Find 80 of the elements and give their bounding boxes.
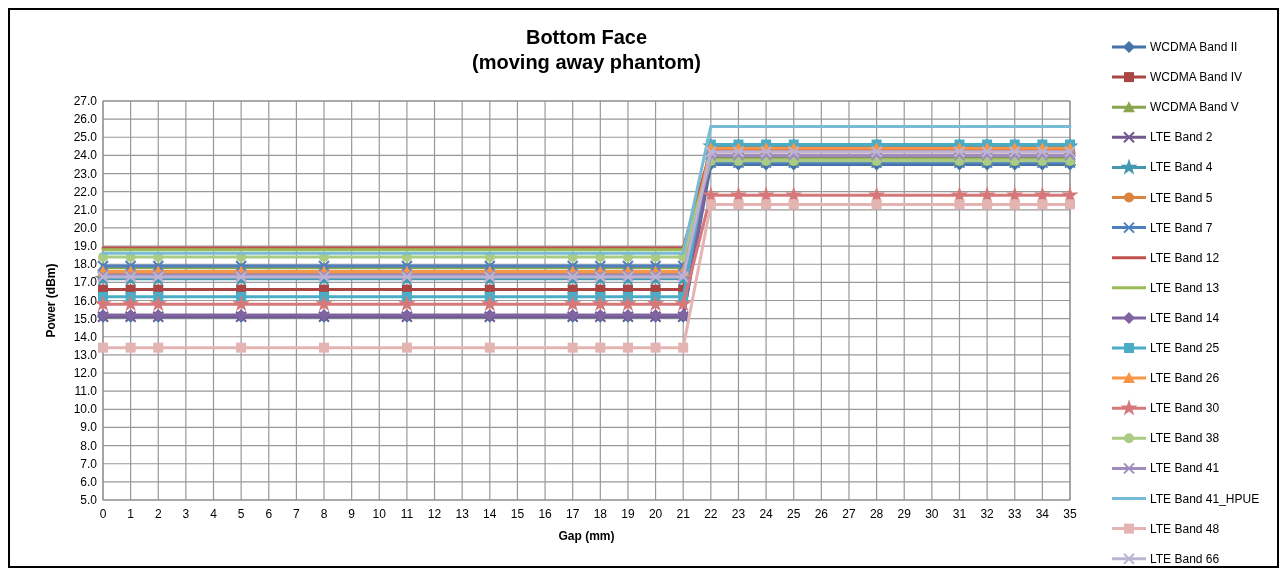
- legend-label: LTE Band 26: [1150, 371, 1220, 386]
- legend-label: WCDMA Band V: [1150, 100, 1239, 115]
- y-tick-label: 10.0: [73, 402, 98, 417]
- y-tick-label: 18.0: [73, 257, 98, 272]
- y-tick-label: 5.0: [80, 493, 98, 507]
- x-tick-label: 11: [400, 507, 414, 521]
- y-tick-label: 26.0: [73, 112, 98, 127]
- legend-label: LTE Band 7: [1150, 220, 1213, 235]
- y-axis-title: Power (dBm): [44, 263, 58, 338]
- x-tick-label: 31: [952, 507, 967, 521]
- x-tick-label: 0: [99, 507, 107, 521]
- x-tick-label: 3: [182, 507, 190, 521]
- y-tick-label: 15.0: [73, 311, 98, 326]
- x-tick-label: 10: [372, 507, 387, 521]
- x-tick-label: 6: [265, 507, 273, 521]
- y-tick-label: 8.0: [80, 438, 98, 453]
- x-tick-label: 4: [210, 507, 218, 521]
- x-axis-title: Gap (mm): [558, 529, 615, 543]
- y-tick-label: 21.0: [73, 202, 98, 217]
- x-tick-label: 19: [621, 507, 635, 521]
- legend-label: LTE Band 14: [1150, 310, 1220, 325]
- x-tick-label: 1: [127, 507, 135, 521]
- y-tick-label: 20.0: [73, 220, 98, 235]
- x-tick-label: 34: [1035, 507, 1050, 521]
- y-tick-label: 6.0: [80, 474, 98, 489]
- legend-label: LTE Band 12: [1150, 250, 1220, 265]
- x-tick-label: 27: [842, 507, 856, 521]
- y-tick-label: 17.0: [73, 275, 98, 290]
- x-tick-label: 28: [869, 507, 884, 521]
- x-tick-label: 9: [348, 507, 356, 521]
- x-tick-label: 14: [483, 507, 497, 521]
- x-tick-label: 20: [648, 507, 663, 521]
- legend-label: LTE Band 48: [1150, 521, 1220, 536]
- x-tick-label: 21: [676, 507, 691, 521]
- x-tick-label: 35: [1063, 507, 1077, 521]
- x-tick-label: 30: [925, 507, 939, 521]
- x-tick-label: 24: [759, 507, 774, 521]
- legend-label: LTE Band 30: [1150, 401, 1220, 416]
- x-tick-label: 29: [897, 507, 912, 521]
- x-tick-label: 26: [814, 507, 829, 521]
- y-tick-label: 14.0: [73, 329, 98, 344]
- x-tick-label: 16: [538, 507, 553, 521]
- x-tick-label: 12: [427, 507, 442, 521]
- legend-label: WCDMA Band IV: [1150, 70, 1243, 85]
- x-tick-label: 5: [237, 507, 245, 521]
- chart-title: Bottom Face (moving away phantom): [472, 26, 701, 73]
- y-tick-label: 24.0: [73, 148, 98, 163]
- legend-label: LTE Band 4: [1150, 160, 1213, 175]
- y-tick-label: 7.0: [80, 456, 98, 471]
- legend-label: WCDMA Band II: [1150, 40, 1238, 54]
- x-tick-label: 32: [980, 507, 995, 521]
- y-tick-label: 13.0: [73, 347, 98, 362]
- legend-label: LTE Band 2: [1150, 130, 1213, 145]
- x-tick-label: 33: [1008, 507, 1022, 521]
- legend-label: LTE Band 5: [1150, 190, 1213, 205]
- legend-label: LTE Band 41: [1150, 461, 1220, 476]
- x-tick-label: 25: [787, 507, 801, 521]
- y-tick-label: 27.0: [73, 94, 98, 108]
- legend-label: LTE Band 13: [1150, 280, 1220, 295]
- legend-label: LTE Band 38: [1150, 431, 1220, 446]
- x-tick-label: 15: [510, 507, 525, 521]
- y-tick-label: 9.0: [80, 420, 98, 435]
- x-tick-label: 2: [154, 507, 162, 521]
- x-tick-label: 8: [320, 507, 328, 521]
- x-tick-label: 17: [566, 507, 580, 521]
- legend-label: LTE Band 25: [1150, 341, 1220, 355]
- y-tick-label: 22.0: [73, 184, 98, 199]
- y-tick-label: 25.0: [73, 130, 98, 145]
- y-tick-label: 16.0: [73, 293, 98, 308]
- legend-label: LTE Band 66: [1150, 551, 1220, 566]
- y-tick-label: 12.0: [73, 366, 98, 381]
- y-tick-label: 11.0: [74, 384, 98, 399]
- y-tick-label: 23.0: [73, 166, 98, 181]
- x-tick-label: 7: [293, 507, 301, 521]
- legend-label: LTE Band 41_HPUE: [1150, 491, 1260, 506]
- y-tick-label: 19.0: [73, 239, 98, 254]
- x-tick-label: 13: [455, 507, 470, 521]
- x-tick-label: 18: [593, 507, 608, 521]
- x-tick-label: 23: [731, 507, 746, 521]
- x-tick-label: 22: [704, 507, 718, 521]
